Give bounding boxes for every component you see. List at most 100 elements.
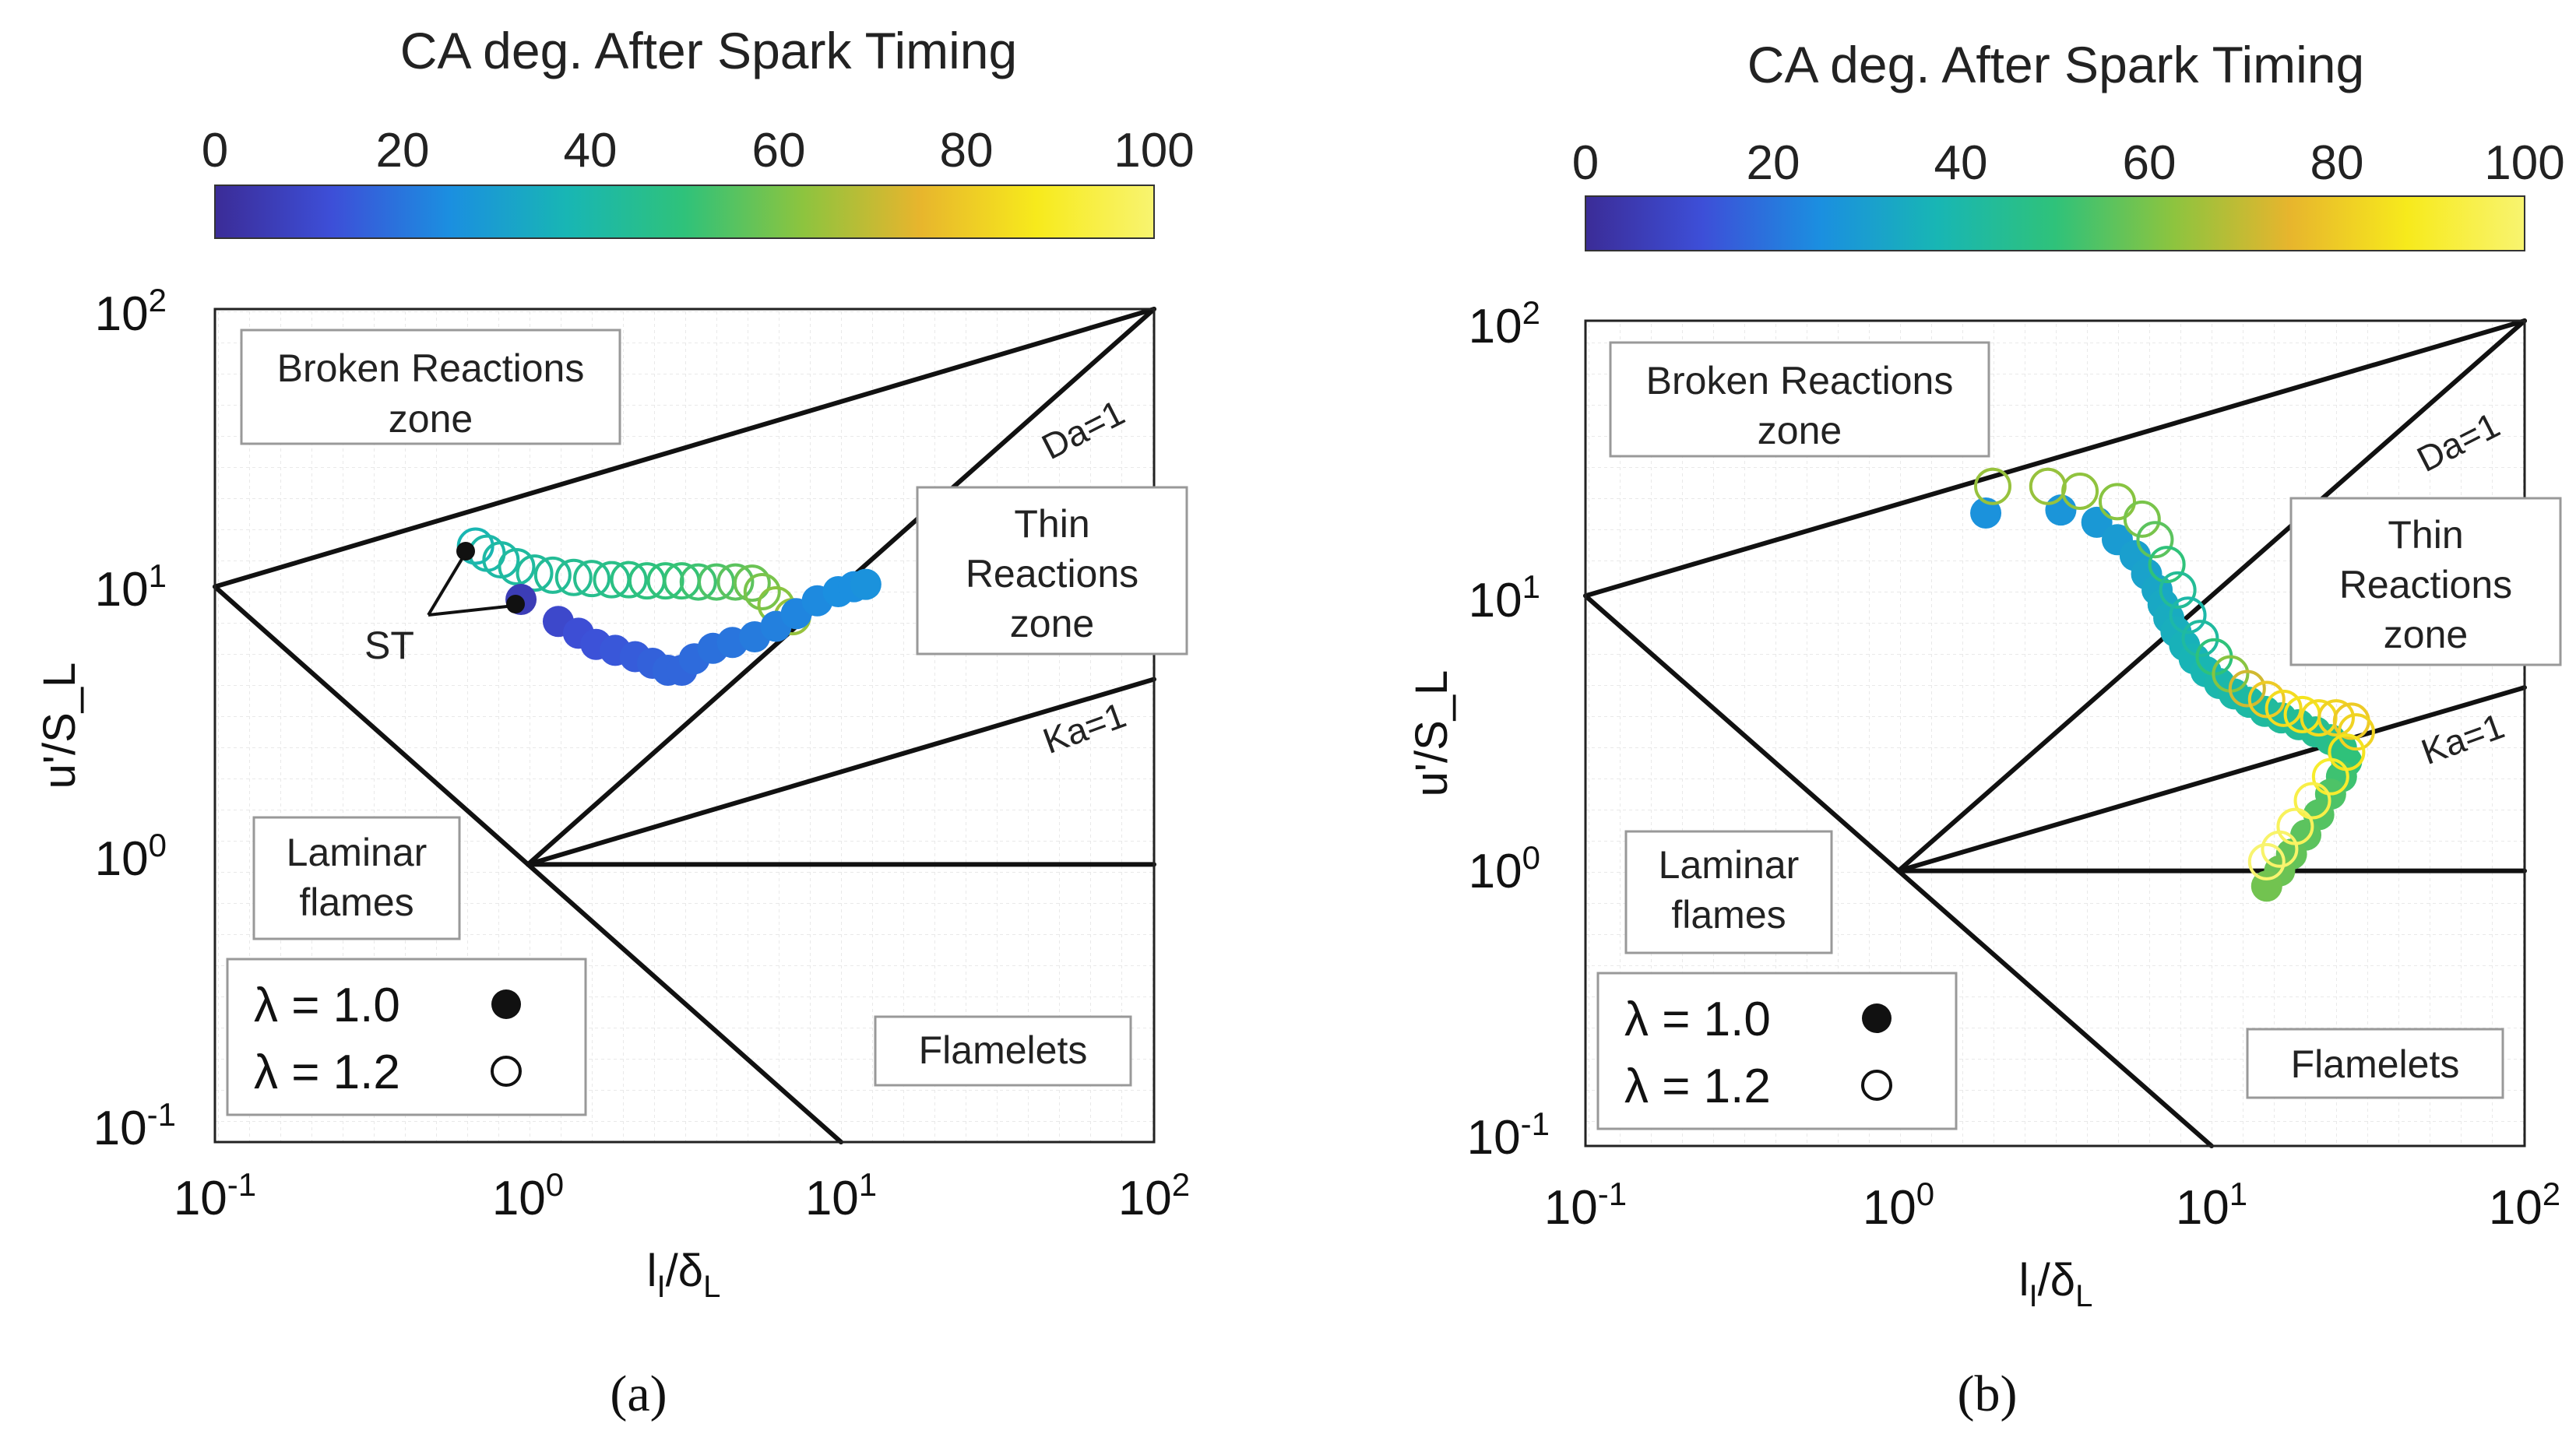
data-point-lambda-1-2 [2228, 670, 2266, 708]
x-tick-labels: 10-1 100 101 102 [174, 1166, 1190, 1225]
region-label: Broken Reactions [1646, 359, 1954, 402]
region-label: Reactions [966, 552, 1138, 596]
y-axis-label: u'/S_L [34, 663, 85, 789]
y-tick: 102 [1469, 294, 1540, 353]
panel-label: (a) [610, 1365, 667, 1422]
line-upper-boundary [213, 307, 1156, 589]
data-point-lambda-1-2 [716, 563, 755, 601]
data-point-lambda-1-0 [850, 568, 882, 600]
x-axis-label: lI/δL [647, 1246, 721, 1304]
panel-b: CA deg. After Spark Timing 0 20 40 60 80… [1406, 36, 2565, 1422]
legend-marker-open [491, 1056, 522, 1087]
line-ka-1 [526, 677, 1156, 867]
data-point-lambda-1-2 [2265, 689, 2303, 727]
line-da-1 [1896, 318, 2527, 873]
data-point-lambda-1-2 [2169, 596, 2207, 634]
data-point-lambda-1-2 [554, 558, 593, 596]
data-point-lambda-1-0 [1970, 497, 2002, 529]
region-flamelets: Flamelets [2246, 1028, 2504, 1099]
data-point-lambda-1-2 [498, 548, 536, 586]
y-tick: 100 [1469, 839, 1540, 898]
data-point-lambda-1-2 [2098, 483, 2136, 521]
legend-marker-filled [491, 989, 521, 1019]
legend-label: λ = 1.2 [254, 1046, 400, 1099]
st-marker [456, 542, 475, 561]
region-label: flames [299, 880, 413, 924]
legend-marker-filled [1862, 1003, 1892, 1033]
panel-a: CA deg. After Spark Timing 0 20 40 60 80… [34, 22, 1195, 1422]
x-tick: 10-1 [174, 1166, 256, 1225]
data-point-lambda-1-2 [2311, 757, 2349, 796]
region-label: Laminar [287, 831, 428, 874]
data-point-lambda-1-2 [2337, 713, 2375, 751]
legend-label: λ = 1.0 [254, 979, 400, 1032]
region-label: Thin [1014, 502, 1089, 546]
data-point-lambda-1-2 [533, 556, 572, 594]
plot-frame [213, 308, 1156, 1144]
data-point-lambda-1-2 [733, 564, 771, 603]
colorbar-tick: 20 [376, 124, 430, 177]
region-broken-reactions: Broken Reactions zone [1609, 341, 1990, 458]
region-label: flames [1671, 893, 1786, 937]
data-point-lambda-1-2 [679, 563, 717, 601]
y-tick-labels: 10-1 100 101 102 [1467, 294, 1550, 1165]
y-tick: 10-1 [93, 1096, 176, 1155]
region-thin-reactions: Thin Reactions zone [2289, 497, 2562, 666]
region-flamelets: Flamelets [874, 1015, 1132, 1087]
colorbar-tick: 0 [1572, 136, 1599, 190]
colorbar-tick: 100 [2484, 136, 2564, 190]
colorbar-tick: 40 [1934, 136, 1988, 190]
y-tick: 101 [1469, 568, 1540, 627]
colorbar-tick: 60 [2123, 136, 2177, 190]
markers [1970, 467, 2375, 902]
region-label: Thin [2388, 513, 2463, 557]
legend: λ = 1.0 λ = 1.2 [226, 958, 587, 1116]
region-label: Broken Reactions [277, 346, 585, 390]
region-laminar-flames: Laminar flames [1624, 830, 1833, 954]
line-ka-1 [1896, 685, 2527, 873]
x-tick: 101 [2176, 1176, 2247, 1235]
legend-label: λ = 1.2 [1624, 1060, 1771, 1113]
region-label: Flamelets [919, 1028, 1088, 1072]
colorbar-ticks: 0 20 40 60 80 100 [202, 124, 1195, 177]
colorbar [214, 185, 1155, 239]
x-tick: 100 [492, 1166, 564, 1225]
x-tick: 100 [1863, 1176, 1934, 1235]
data-point-lambda-1-2 [2159, 571, 2197, 609]
regime-lines [1583, 318, 2527, 1148]
colorbar-tick: 0 [202, 124, 228, 177]
region-thin-reactions: Thin Reactions zone [916, 486, 1188, 655]
legend-label: λ = 1.0 [1624, 993, 1771, 1046]
y-axis-label: u'/S_L [1406, 670, 1457, 797]
st-annotation: ST [364, 542, 525, 667]
colorbar-tick: 60 [752, 124, 806, 177]
colorbar [1585, 195, 2525, 251]
colorbar-tick: 20 [1747, 136, 1800, 190]
data-point-lambda-1-2 [743, 572, 781, 610]
legend-marker-open [1861, 1070, 1892, 1101]
st-label: ST [364, 624, 414, 667]
region-label: Flamelets [2291, 1042, 2460, 1086]
x-tick: 102 [1118, 1166, 1190, 1225]
data-point-lambda-1-2 [2247, 842, 2286, 880]
region-label: zone [1758, 409, 1842, 452]
colorbar-title: CA deg. After Spark Timing [400, 22, 1017, 79]
colorbar-tick: 80 [2310, 136, 2364, 190]
y-tick: 10-1 [1467, 1105, 1550, 1165]
data-point-lambda-1-2 [2261, 830, 2299, 868]
data-point-lambda-1-2 [573, 560, 611, 598]
data-point-lambda-1-2 [2148, 546, 2186, 584]
colorbar-tick: 40 [564, 124, 618, 177]
colorbar-title: CA deg. After Spark Timing [1747, 36, 2364, 93]
region-label: Reactions [2339, 563, 2512, 606]
data-point-lambda-1-2 [516, 554, 554, 592]
y-tick: 102 [95, 282, 167, 341]
x-tick-labels: 10-1 100 101 102 [1544, 1176, 2560, 1235]
data-point-lambda-1-2 [2123, 500, 2161, 538]
data-point-lambda-1-2 [2061, 472, 2099, 510]
y-tick-labels: 10-1 100 101 102 [93, 282, 176, 1155]
x-axis-label: lI/δL [2019, 1255, 2093, 1313]
line-upper-boundary [1583, 318, 2527, 599]
colorbar-tick: 80 [940, 124, 994, 177]
